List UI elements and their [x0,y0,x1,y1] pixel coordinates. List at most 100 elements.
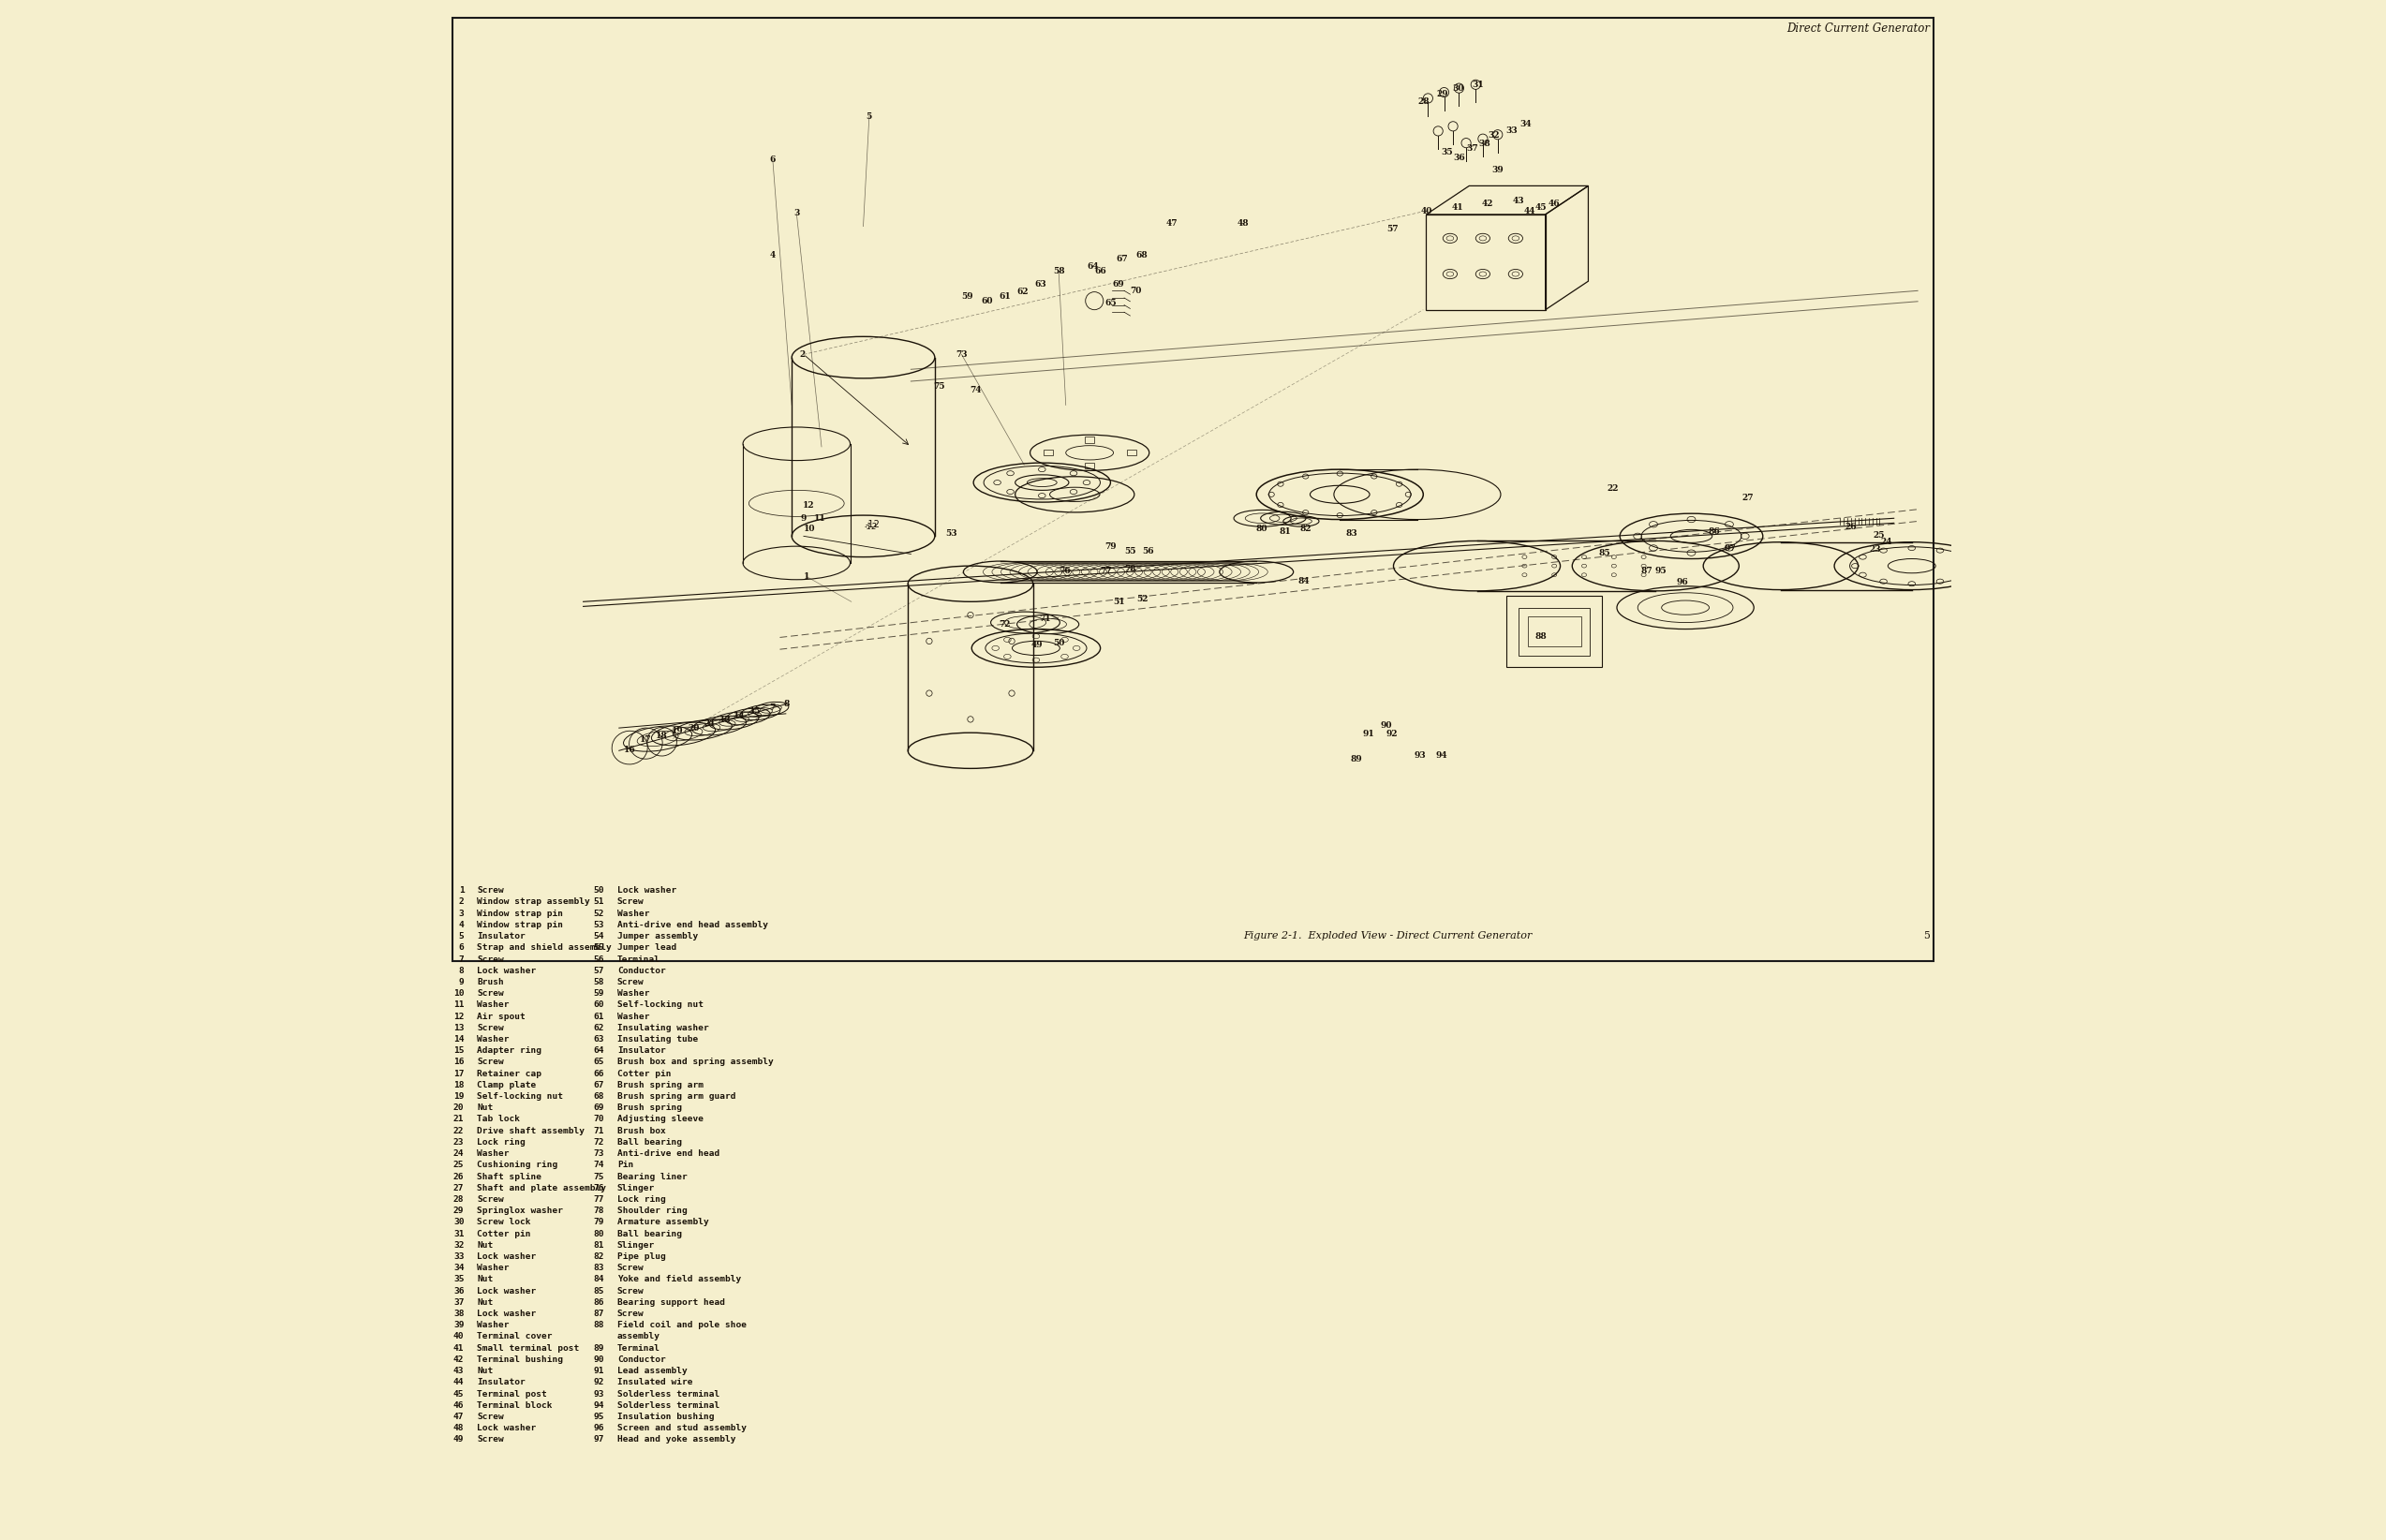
Text: 5: 5 [458,932,465,941]
Text: 97: 97 [594,1435,604,1445]
Text: 19: 19 [453,1092,465,1101]
Text: Pin: Pin [618,1161,632,1169]
Text: Screw: Screw [618,978,644,986]
Text: 67: 67 [594,1081,604,1089]
Text: 35: 35 [1441,148,1453,156]
Text: 68: 68 [1136,251,1148,259]
Text: 76: 76 [1059,567,1071,574]
Text: 41: 41 [453,1344,465,1352]
Text: 91: 91 [594,1368,604,1375]
Text: 80: 80 [594,1229,604,1238]
Text: 90: 90 [594,1355,604,1364]
Text: Terminal: Terminal [618,955,661,964]
Text: 70: 70 [1131,286,1143,296]
Text: 64: 64 [594,1047,604,1055]
Text: Lock washer: Lock washer [477,967,537,975]
Text: Screw: Screw [618,1287,644,1295]
Text: 25: 25 [453,1161,465,1169]
Text: 59: 59 [962,293,973,300]
Text: 96: 96 [1677,579,1689,587]
Text: Screw: Screw [618,898,644,906]
Text: 92: 92 [594,1378,604,1386]
Text: 39: 39 [453,1321,465,1329]
Text: Window strap pin: Window strap pin [477,909,563,918]
Text: 50: 50 [1052,639,1064,648]
Text: Bearing liner: Bearing liner [618,1172,687,1181]
Text: Pipe plug: Pipe plug [618,1252,666,1261]
Text: 15: 15 [749,708,761,716]
Text: 71: 71 [1038,614,1050,622]
Text: Small terminal post: Small terminal post [477,1344,580,1352]
Text: 72: 72 [1000,621,1012,628]
Text: 61: 61 [1000,293,1012,300]
Text: 58: 58 [1052,266,1064,276]
Text: 37: 37 [1465,145,1477,152]
Text: 79: 79 [1105,542,1117,551]
Text: 82: 82 [594,1252,604,1261]
Text: 46: 46 [453,1401,465,1409]
Text: 28: 28 [1417,97,1429,105]
Text: 60: 60 [981,297,993,305]
Text: Nut: Nut [477,1368,494,1375]
Text: 47: 47 [453,1412,465,1421]
Text: Self-locking nut: Self-locking nut [618,1001,704,1009]
Text: -12: -12 [864,519,880,528]
Text: 5: 5 [1923,930,1930,939]
Text: 43: 43 [453,1368,465,1375]
Text: 8: 8 [785,699,790,708]
Text: 83: 83 [1346,528,1358,537]
Text: 63: 63 [1036,280,1047,290]
Text: 11: 11 [814,514,826,522]
Text: 86: 86 [1708,527,1720,536]
Text: 46: 46 [1549,200,1560,208]
Text: 15: 15 [453,1047,465,1055]
Text: 13: 13 [718,716,730,724]
Text: Conductor: Conductor [618,1355,666,1364]
Text: Slinger: Slinger [618,1184,654,1192]
Text: assembly: assembly [618,1332,661,1341]
Text: 82: 82 [1300,525,1312,533]
Text: Lock washer: Lock washer [618,887,678,895]
Text: 27: 27 [1742,493,1754,502]
Text: 54: 54 [594,932,604,941]
Text: Insulator: Insulator [477,932,525,941]
Text: 47: 47 [1167,219,1179,228]
Text: Armature assembly: Armature assembly [618,1218,709,1226]
Text: 73: 73 [594,1149,604,1158]
Text: Insulator: Insulator [477,1378,525,1386]
Text: Screw: Screw [477,955,503,964]
Text: -12: -12 [864,524,876,531]
Text: 35: 35 [453,1275,465,1284]
Text: 48: 48 [453,1424,465,1432]
Text: 7: 7 [458,955,465,964]
Text: 58: 58 [594,978,604,986]
Text: 12: 12 [802,501,814,510]
Text: Screw: Screw [477,1058,503,1066]
Text: Lock washer: Lock washer [477,1424,537,1432]
Text: Screen and stud assembly: Screen and stud assembly [618,1424,747,1432]
Text: Washer: Washer [477,1149,511,1158]
Text: Insulating tube: Insulating tube [618,1035,699,1044]
Text: 92: 92 [1386,730,1398,738]
Text: 22: 22 [453,1127,465,1135]
Text: Cotter pin: Cotter pin [477,1229,532,1238]
Text: 23: 23 [1868,545,1880,553]
Text: 56: 56 [1143,547,1155,556]
Text: 11: 11 [453,1001,465,1009]
Text: 26: 26 [1844,524,1856,531]
Text: 77: 77 [1100,567,1112,574]
Text: 62: 62 [594,1024,604,1032]
Text: 65: 65 [1105,299,1117,306]
Text: Washer: Washer [477,1321,511,1329]
Text: Brush spring arm guard: Brush spring arm guard [618,1092,735,1101]
Text: 86: 86 [594,1298,604,1306]
Text: 6: 6 [458,944,465,952]
Text: 28: 28 [453,1195,465,1204]
Text: 43: 43 [1513,197,1525,205]
Text: Tab lock: Tab lock [477,1115,520,1124]
Text: Washer: Washer [618,989,649,998]
Text: 18: 18 [453,1081,465,1089]
Text: Insulating washer: Insulating washer [618,1024,709,1032]
Text: Screw: Screw [618,1264,644,1272]
Text: 81: 81 [594,1241,604,1249]
